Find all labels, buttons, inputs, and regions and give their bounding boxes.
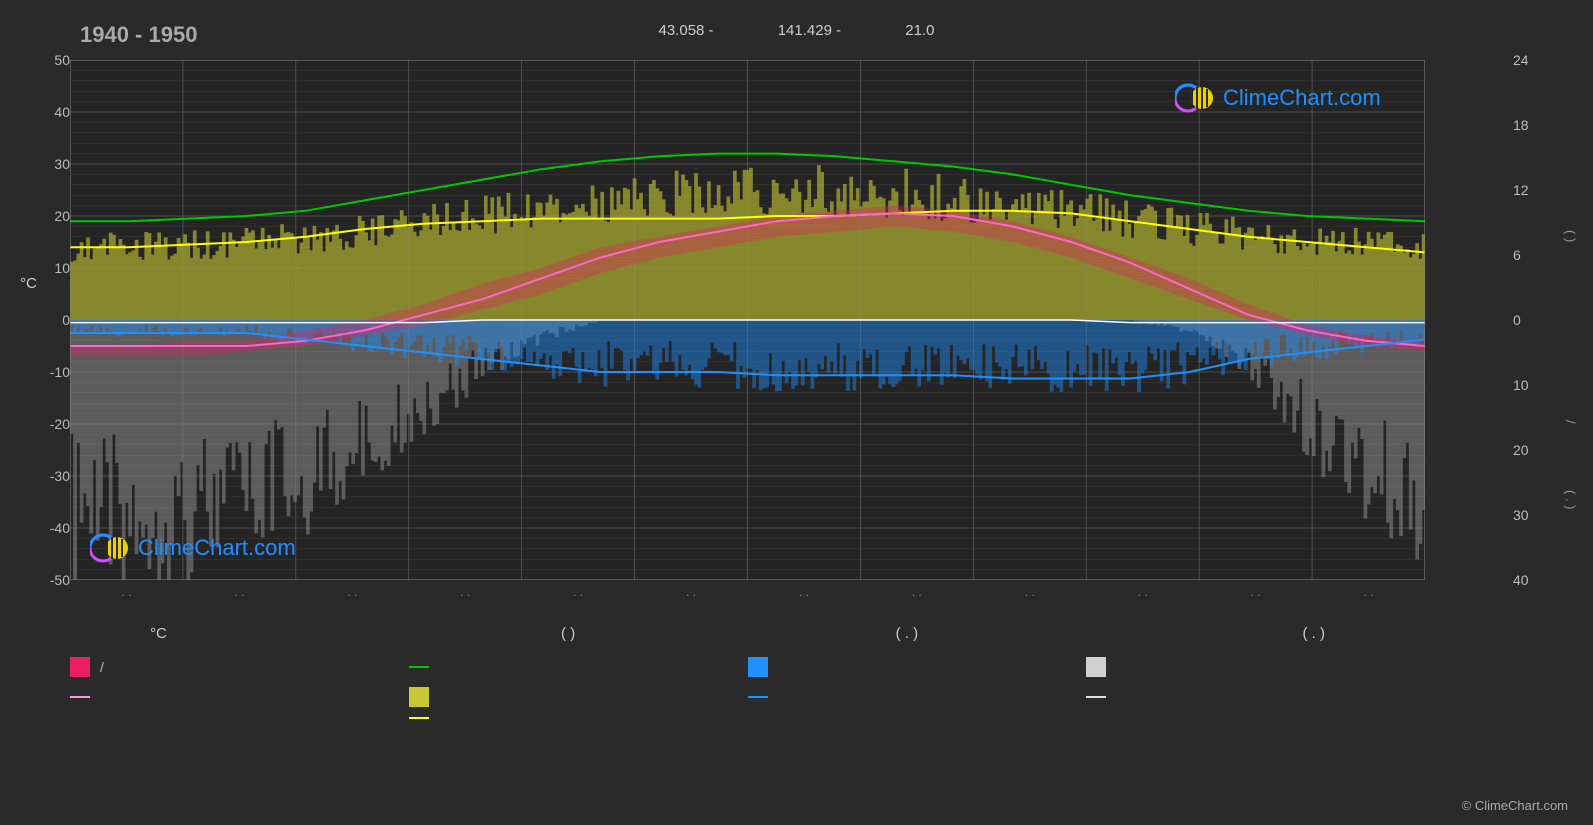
y-tick-left: -30 [30,468,70,484]
right-side-labels: ( ) / ( . ) [1563,60,1583,580]
legend-item [70,717,409,719]
y-tick-right: 30 [1513,507,1553,523]
brand-logo-icon [1175,80,1215,116]
legend-line-icon [409,666,429,668]
y-tick-left: 20 [30,208,70,224]
y-tick-left: -50 [30,572,70,588]
y-axis-left: 50403020100-10-20-30-40-50 [30,60,70,580]
y-tick-right: 24 [1513,52,1553,68]
header-info: 43.058 - 141.429 - 21.0 [0,22,1593,39]
legend-item [70,687,409,707]
y-tick-right: 18 [1513,117,1553,133]
legend-item [1086,657,1425,677]
legend-swatch-icon [409,687,429,707]
x-tick: . . [912,585,922,599]
x-tick: . . [1251,585,1261,599]
legend-label: / [100,659,104,675]
y-tick-right: 12 [1513,182,1553,198]
legend-swatch-icon [70,657,90,677]
chart-svg [70,60,1425,580]
x-tick: . . [347,585,357,599]
legend-line-icon [409,717,429,719]
brand-logo-icon [90,530,130,566]
y-tick-right: 0 [1513,312,1553,328]
y-tick-right: 10 [1513,377,1553,393]
x-tick: . . [573,585,583,599]
legend-item [1086,717,1425,719]
y-tick-left: 50 [30,52,70,68]
x-tick: . . [686,585,696,599]
legend-item [748,717,1087,719]
legend-line-icon [70,696,90,698]
y-tick-left: 0 [30,312,70,328]
footer-copyright: © ClimeChart.com [1462,798,1568,813]
header-lon: 141.429 - [778,22,841,39]
legend-header: °C [70,625,429,642]
header-lat: 43.058 - [659,22,714,39]
legend-item [748,687,1087,707]
header-elev: 21.0 [905,22,934,39]
y-tick-left: -40 [30,520,70,536]
y-tick-right: 40 [1513,572,1553,588]
brand-watermark: ClimeChart.com [90,530,296,566]
y-tick-right: 6 [1513,247,1553,263]
y-tick-left: 30 [30,156,70,172]
brand-text: ClimeChart.com [1223,85,1381,111]
legend-item [409,717,748,719]
right-side-label: / [1563,420,1578,424]
right-side-label: ( . ) [1563,490,1578,510]
x-tick: . . [1138,585,1148,599]
y-axis-right: 2418126010203040 [1513,60,1563,580]
chart-plot-area [70,60,1425,580]
legend-item [748,657,1087,677]
y-tick-left: 10 [30,260,70,276]
x-tick: . . [1025,585,1035,599]
legend: °C( )( . )( . ) / [70,625,1425,729]
brand-watermark: ClimeChart.com [1175,80,1381,116]
legend-line-icon [748,696,768,698]
y-tick-left: -10 [30,364,70,380]
legend-item [409,687,748,707]
y-tick-right: 20 [1513,442,1553,458]
legend-header: ( . ) [1046,625,1425,642]
x-tick: . . [460,585,470,599]
x-axis: . . . . . . . . . . . . . . . . . . . . . . . . [70,585,1425,605]
legend-header: ( . ) [708,625,1047,642]
y-tick-left: -20 [30,416,70,432]
x-tick: . . [121,585,131,599]
legend-item [409,657,748,677]
legend-line-icon [1086,696,1106,698]
brand-text: ClimeChart.com [138,535,296,561]
right-side-label: ( ) [1563,230,1578,242]
legend-swatch-icon [1086,657,1106,677]
x-tick: . . [1364,585,1374,599]
legend-header: ( ) [429,625,708,642]
legend-swatch-icon [748,657,768,677]
legend-item [1086,687,1425,707]
x-tick: . . [234,585,244,599]
legend-item: / [70,657,409,677]
y-tick-left: 40 [30,104,70,120]
x-tick: . . [799,585,809,599]
